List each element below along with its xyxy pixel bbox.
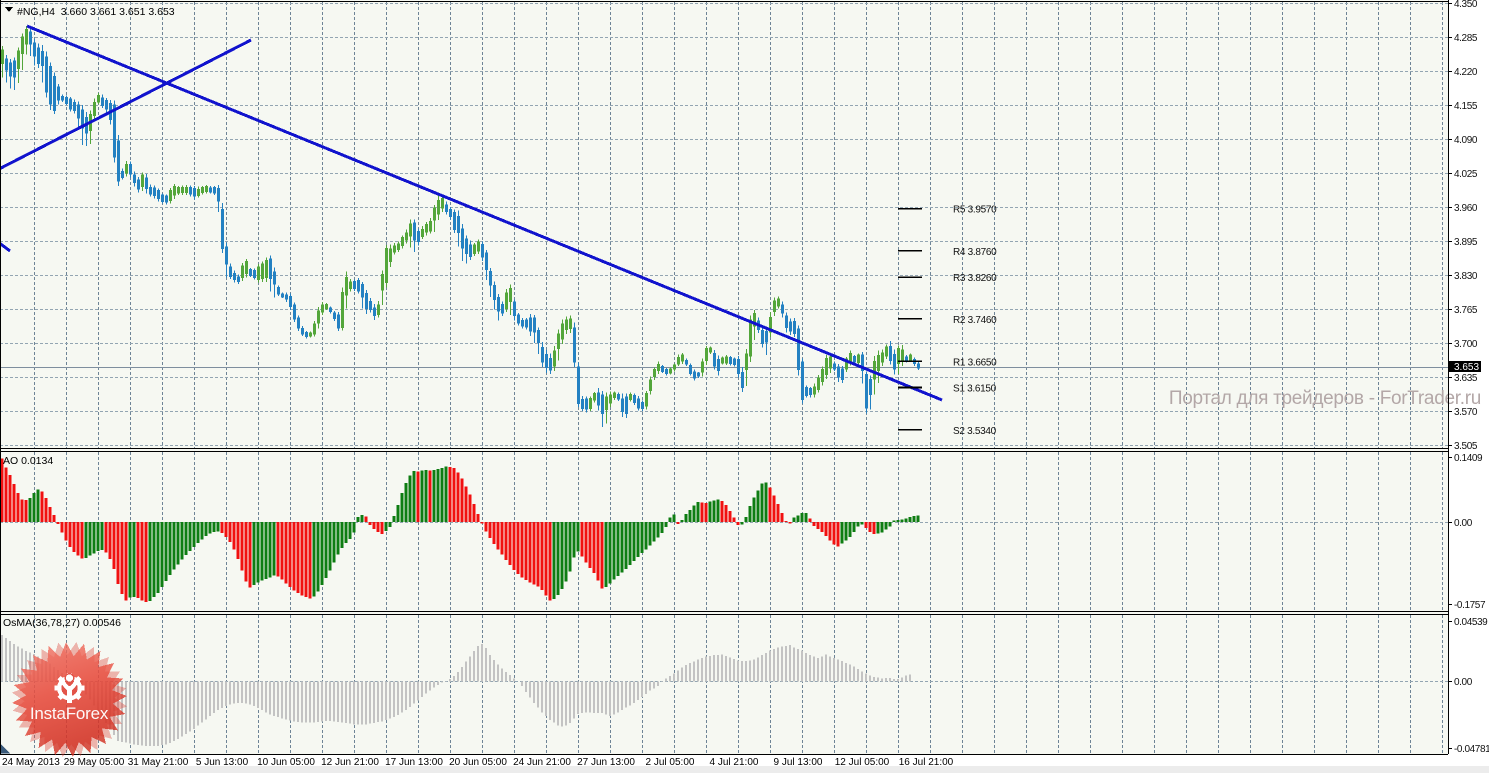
svg-text:24 May 2013: 24 May 2013 — [2, 757, 60, 768]
svg-text:InstaForex: InstaForex — [30, 704, 109, 723]
svg-text:4.025: 4.025 — [1454, 169, 1478, 180]
svg-text:3.700: 3.700 — [1454, 339, 1478, 350]
svg-text:4.155: 4.155 — [1454, 101, 1478, 112]
svg-text:4.285: 4.285 — [1454, 33, 1478, 44]
svg-text:17 Jun 13:00: 17 Jun 13:00 — [385, 757, 443, 768]
svg-text:10 Jun 05:00: 10 Jun 05:00 — [257, 757, 315, 768]
svg-text:Портал для трейдеров - ForTrad: Портал для трейдеров - ForTrader.ru — [1169, 388, 1481, 409]
svg-text:3.830: 3.830 — [1454, 271, 1478, 282]
svg-text:R4 3.8760: R4 3.8760 — [953, 247, 997, 258]
svg-text:3.960: 3.960 — [1454, 203, 1478, 214]
svg-text:#NG,H4 3.660 3.661 3.651 3.65: #NG,H4 3.660 3.661 3.651 3.653 — [17, 6, 175, 18]
svg-text:3.895: 3.895 — [1454, 237, 1478, 248]
svg-text:12 Jun 21:00: 12 Jun 21:00 — [321, 757, 379, 768]
svg-text:AO 0.0134: AO 0.0134 — [3, 455, 53, 467]
svg-text:0.1409: 0.1409 — [1454, 453, 1483, 464]
svg-text:-0.1757: -0.1757 — [1454, 600, 1486, 611]
svg-text:16 Jul 21:00: 16 Jul 21:00 — [899, 757, 954, 768]
svg-text:S1 3.6150: S1 3.6150 — [953, 384, 997, 395]
svg-text:31 May 21:00: 31 May 21:00 — [128, 757, 189, 768]
svg-text:5 Jun 13:00: 5 Jun 13:00 — [196, 757, 249, 768]
svg-text:-0.04781: -0.04781 — [1454, 744, 1489, 755]
svg-text:9 Jul 13:00: 9 Jul 13:00 — [774, 757, 823, 768]
svg-text:3.635: 3.635 — [1454, 373, 1478, 384]
svg-text:3.505: 3.505 — [1454, 441, 1478, 452]
svg-text:3.653: 3.653 — [1454, 362, 1479, 373]
svg-text:R2 3.7460: R2 3.7460 — [953, 315, 997, 326]
svg-text:0.04539: 0.04539 — [1454, 617, 1488, 628]
svg-text:S2 3.5340: S2 3.5340 — [953, 426, 997, 437]
svg-text:4.350: 4.350 — [1454, 0, 1478, 10]
svg-text:R3 3.8260: R3 3.8260 — [953, 273, 997, 284]
svg-text:3.570: 3.570 — [1454, 407, 1478, 418]
svg-text:R1 3.6650: R1 3.6650 — [953, 357, 997, 368]
svg-text:29 May 05:00: 29 May 05:00 — [64, 757, 125, 768]
svg-text:4 Jul 21:00: 4 Jul 21:00 — [710, 757, 759, 768]
svg-text:0.00: 0.00 — [1454, 677, 1473, 688]
svg-text:R5 3.9570: R5 3.9570 — [953, 205, 997, 216]
svg-text:24 Jun 21:00: 24 Jun 21:00 — [513, 757, 571, 768]
svg-text:0.00: 0.00 — [1454, 518, 1473, 529]
svg-text:12 Jul 05:00: 12 Jul 05:00 — [835, 757, 890, 768]
svg-text:3.765: 3.765 — [1454, 305, 1478, 316]
svg-text:4.220: 4.220 — [1454, 67, 1478, 78]
svg-text:4.090: 4.090 — [1454, 135, 1478, 146]
svg-text:27 Jun 13:00: 27 Jun 13:00 — [577, 757, 635, 768]
svg-text:OsMA(36,78,27) 0.00546: OsMA(36,78,27) 0.00546 — [3, 617, 121, 629]
svg-text:20 Jun 05:00: 20 Jun 05:00 — [449, 757, 507, 768]
svg-text:2 Jul 05:00: 2 Jul 05:00 — [646, 757, 695, 768]
